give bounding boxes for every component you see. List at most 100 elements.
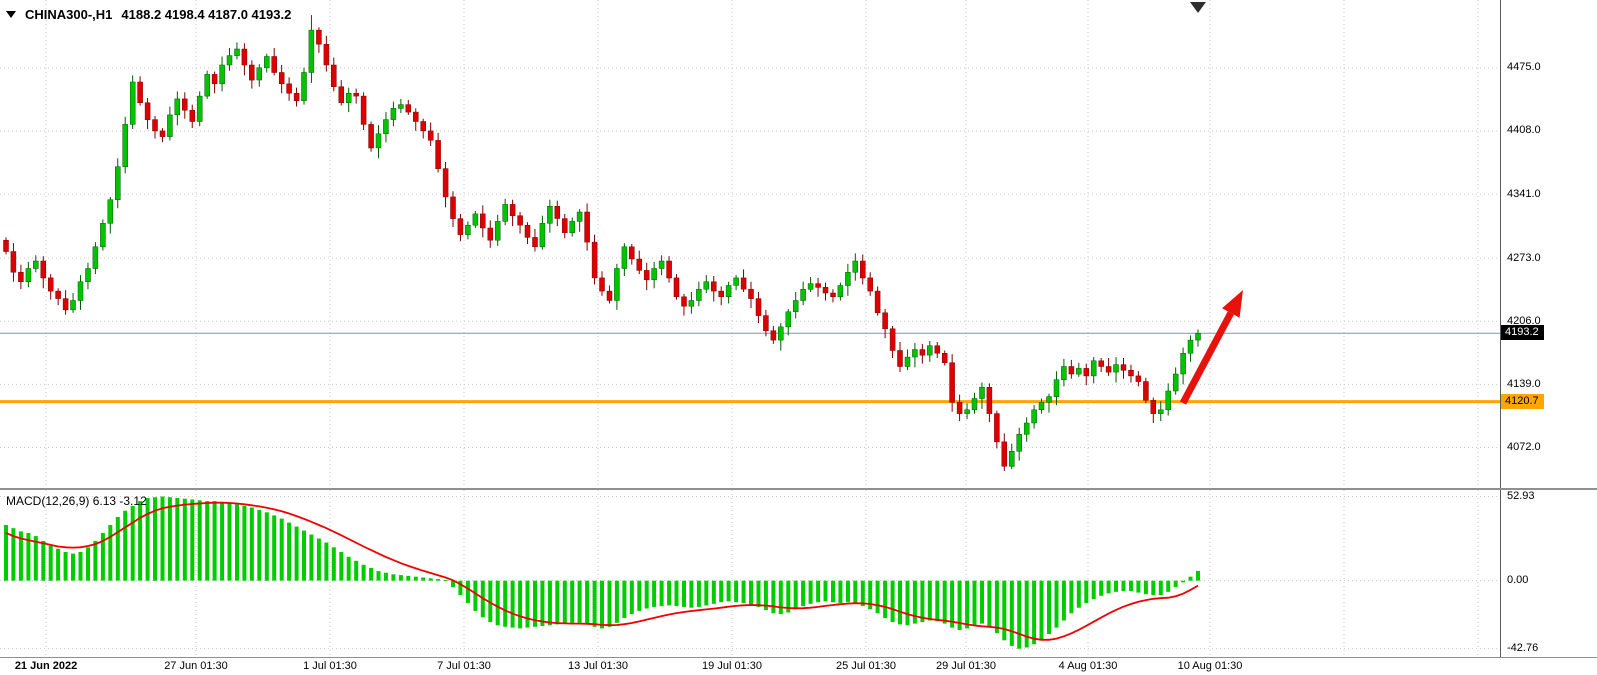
current-price-tag: 4193.2 [1501,325,1544,341]
time-axis-separator [0,657,1597,658]
chart-shift-marker-icon[interactable] [1190,2,1206,13]
candle [889,328,896,351]
macd-axis[interactable]: 52.93 0.00 -42.76 [1501,490,1597,657]
candle [748,288,754,299]
time-axis[interactable]: 21 Jun 2022 27 Jun 01:30 1 Jul 01:30 7 Jul … [0,658,1597,675]
macd-histogram-bar [78,552,83,581]
candle [219,64,225,85]
candle [830,292,836,298]
macd-histogram-bar [1151,580,1156,595]
candle [554,206,561,219]
panel-separator[interactable] [0,488,1597,490]
macd-histogram-bar [1024,580,1029,648]
macd-histogram-bar [465,580,470,603]
candle [353,93,359,97]
candle [1165,390,1171,411]
macd-histogram-bar [577,580,582,623]
macd-histogram-bar [1017,580,1022,649]
macd-histogram-bar [935,580,940,622]
macd-histogram-bar [1032,580,1037,645]
macd-histogram-bar [153,497,157,581]
macd-histogram-bar [4,525,8,581]
macd-histogram-bar [354,560,359,581]
candle [904,356,911,367]
ohlc-values: 4188.2 4198.4 4187.0 4193.2 [121,7,292,22]
macd-histogram-bar [525,580,530,628]
macd-histogram-bar [898,580,902,625]
candle [785,311,792,328]
hline-price-tag[interactable]: 4120.7 [1501,393,1544,409]
macd-histogram-bar [756,580,761,607]
trend-arrow-shaft[interactable] [1179,311,1234,405]
time-tick-label: 29 Jul 01:30 [936,660,996,672]
candle [740,277,747,290]
macd-histogram-bar [793,580,798,610]
candle [941,353,948,363]
macd-histogram-bar [652,580,657,607]
macd-histogram-bar [816,580,821,603]
candle [10,251,17,273]
macd-histogram-bar [451,580,455,588]
candle [1195,333,1201,341]
macd-histogram-bar [667,580,672,606]
macd-histogram-bar [376,571,381,581]
trend-arrow-head[interactable] [1222,290,1243,318]
macd-histogram-bar [771,580,776,614]
candle [1158,409,1164,414]
candle [234,48,240,56]
macd-histogram-bar [331,547,336,581]
macd-histogram-bar [249,507,254,581]
candle [196,95,203,122]
candle [487,227,494,241]
candle [1098,360,1104,367]
candle [882,312,888,330]
candle [405,104,412,113]
macd-histogram-bar [912,580,917,624]
macd-histogram-bar [272,515,277,581]
macd-histogram-bar [309,534,314,581]
price-tick-label: 4341.0 [1507,187,1541,200]
candle [174,98,181,116]
candle [792,300,799,313]
price-axis[interactable]: 4475.0 4408.0 4341.0 4273.0 4206.0 4139.0 4072… [1501,0,1597,488]
candle [1143,381,1149,401]
macd-histogram-bar [659,580,664,607]
symbol-dropdown-icon[interactable] [6,11,16,18]
macd-histogram-bar [533,580,537,627]
candle [614,268,620,301]
candle [211,74,218,85]
macd-histogram-bar [346,556,351,581]
main-chart-panel[interactable] [0,0,1500,488]
macd-histogram-bar [696,580,701,607]
candle [860,260,866,279]
macd-histogram-bar [987,580,992,627]
candle [368,124,374,149]
macd-histogram-bar [48,545,53,581]
macd-histogram-bar [1039,580,1044,640]
macd-panel[interactable] [0,490,1500,657]
candle [949,362,955,403]
macd-histogram-bar [845,580,850,603]
candle [450,196,456,219]
macd-histogram-bar [1181,580,1186,583]
candle [770,330,777,341]
candle [204,74,210,97]
time-tick-label: 21 Jun 2022 [14,660,78,672]
macd-histogram-bar [763,580,768,611]
candle [70,300,76,311]
macd-histogram-bar [428,578,433,581]
candle [480,213,486,229]
candle [964,409,970,414]
macd-histogram-bar [115,517,120,581]
candlestick-chart[interactable] [0,0,1500,488]
candle [40,260,47,279]
macd-histogram-bar [86,547,90,581]
candle [547,206,553,224]
candle [807,283,814,290]
macd-histogram-bar [1188,576,1193,581]
time-tick-label: 25 Jul 01:30 [836,660,896,672]
candle [249,64,255,81]
macd-chart[interactable] [0,490,1500,657]
candle [1038,402,1045,411]
candle [629,246,635,260]
